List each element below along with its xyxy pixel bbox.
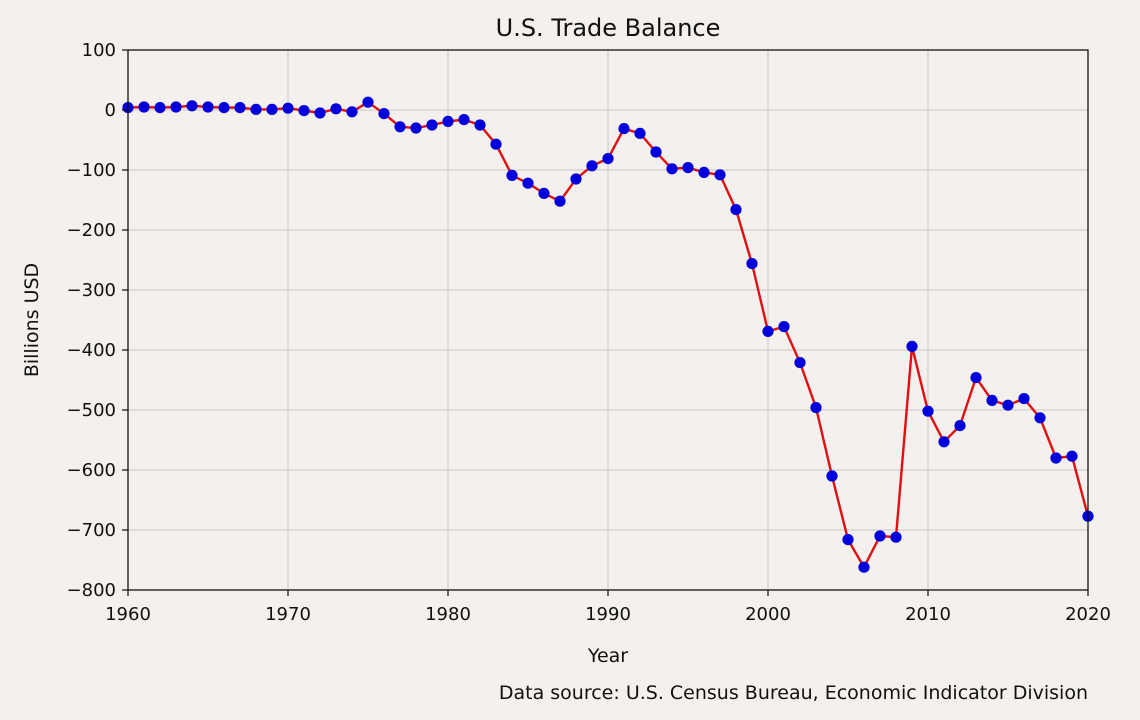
series-markers (122, 96, 1094, 573)
data-point (490, 138, 502, 150)
data-point (1066, 450, 1078, 462)
data-point (1034, 412, 1046, 424)
data-point (314, 107, 326, 119)
data-point (586, 160, 598, 172)
data-point (186, 100, 198, 112)
data-point (810, 402, 822, 414)
data-point (890, 531, 902, 543)
y-tick-label: −700 (67, 520, 116, 541)
y-tick-label: −800 (67, 580, 116, 601)
data-point (666, 163, 678, 175)
data-point (794, 357, 806, 369)
data-point (138, 101, 150, 113)
data-point (698, 166, 710, 178)
data-point (938, 436, 950, 448)
y-tick-label: −100 (67, 160, 116, 181)
data-point (394, 121, 406, 133)
data-point (970, 372, 982, 384)
x-tick-label: 2020 (1065, 604, 1111, 625)
data-point (378, 108, 390, 120)
data-point (266, 103, 278, 115)
x-tick-label: 1960 (105, 604, 151, 625)
data-point (474, 119, 486, 131)
x-tick-label: 2010 (905, 604, 951, 625)
data-point (506, 169, 518, 181)
grid-lines (128, 50, 1088, 590)
data-point (442, 115, 454, 127)
data-point (154, 102, 166, 114)
data-point (762, 325, 774, 337)
chart-title: U.S. Trade Balance (496, 14, 721, 42)
data-point (778, 321, 790, 333)
data-point (330, 103, 342, 115)
data-point (346, 106, 358, 118)
x-tick-label: 1970 (265, 604, 311, 625)
data-point (842, 534, 854, 546)
y-tick-label: −600 (67, 460, 116, 481)
data-point (1050, 452, 1062, 464)
y-tick-label: −200 (67, 220, 116, 241)
data-point (282, 102, 294, 114)
data-point (298, 105, 310, 117)
data-point (202, 101, 214, 113)
data-point (1018, 393, 1030, 405)
data-point (1002, 399, 1014, 411)
data-point (362, 96, 374, 108)
x-axis-label: Year (587, 645, 628, 667)
data-point (538, 187, 550, 199)
source-note: Data source: U.S. Census Bureau, Economi… (499, 682, 1088, 704)
data-point (650, 146, 662, 158)
data-point (634, 127, 646, 139)
data-point (618, 123, 630, 135)
data-point (522, 177, 534, 189)
data-point (954, 420, 966, 432)
x-tick-label: 1990 (585, 604, 631, 625)
data-point (250, 103, 262, 115)
y-tick-label: −300 (67, 280, 116, 301)
data-point (570, 173, 582, 185)
data-point (922, 405, 934, 417)
y-tick-label: −500 (67, 400, 116, 421)
data-point (218, 102, 230, 114)
data-point (426, 119, 438, 131)
data-point (170, 101, 182, 113)
x-tick-label: 2000 (745, 604, 791, 625)
data-point (906, 340, 918, 352)
data-point (410, 122, 422, 134)
data-point (730, 204, 742, 216)
y-axis-label: Billions USD (21, 263, 43, 377)
x-tick-label: 1980 (425, 604, 471, 625)
data-point (986, 394, 998, 406)
data-point (554, 195, 566, 207)
axis-ticks: 1960 1970 1980 1990 2000 2010 2020 100 0 −100 −200… (67, 40, 1111, 625)
y-tick-label: 0 (105, 100, 116, 121)
data-point (826, 470, 838, 482)
data-point (858, 561, 870, 573)
data-point (602, 153, 614, 165)
data-point (234, 102, 246, 114)
data-point (714, 169, 726, 181)
data-point (458, 114, 470, 126)
data-point (746, 258, 758, 270)
data-point (682, 162, 694, 174)
y-tick-label: 100 (82, 40, 116, 61)
data-point (874, 530, 886, 542)
y-tick-label: −400 (67, 340, 116, 361)
